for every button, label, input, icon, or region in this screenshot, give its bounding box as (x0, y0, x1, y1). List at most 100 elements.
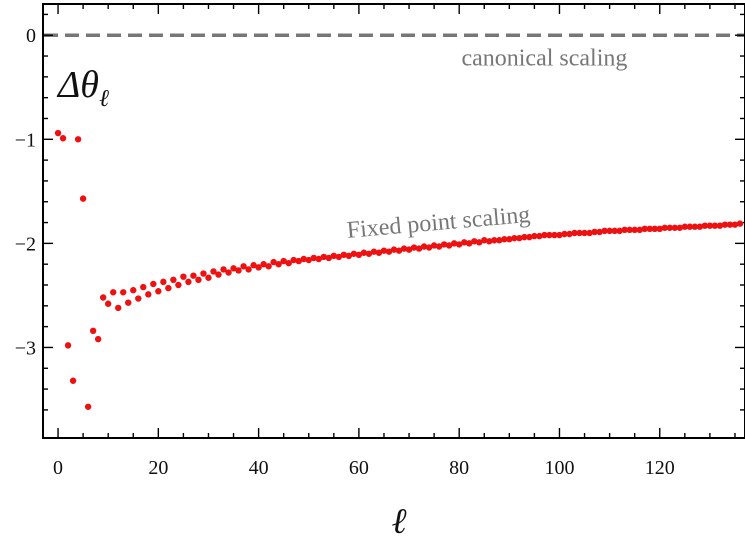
data-point (531, 232, 538, 240)
data-point (69, 377, 77, 384)
data-point (455, 241, 463, 248)
data-point (365, 250, 373, 257)
x-tick-label: 60 (349, 457, 369, 479)
data-point (240, 263, 247, 270)
data-point (676, 224, 684, 231)
data-point (661, 224, 668, 231)
data-point (330, 252, 338, 260)
data-point (476, 239, 483, 246)
data-point (671, 224, 678, 231)
data-point (355, 251, 363, 259)
data-point (501, 236, 508, 243)
data-point (551, 231, 558, 239)
data-point (245, 266, 252, 273)
data-point (616, 227, 623, 235)
data-point (511, 234, 518, 242)
data-point (571, 229, 578, 237)
data-point (190, 272, 197, 279)
data-point (64, 342, 72, 349)
data-point (596, 228, 603, 236)
y-tick-label: −2 (15, 233, 36, 255)
data-point (275, 260, 282, 268)
data-point (681, 223, 689, 230)
data-point (320, 253, 327, 261)
data-point (636, 226, 643, 234)
data-point (310, 254, 317, 262)
data-point (84, 403, 92, 410)
data-point (481, 237, 488, 244)
data-point (561, 230, 568, 238)
data-point (210, 268, 217, 275)
data-point (536, 232, 543, 240)
data-point (721, 221, 729, 228)
data-point (611, 227, 618, 235)
data-point (220, 266, 227, 273)
data-point (716, 222, 724, 229)
x-tick-label: 80 (449, 457, 469, 479)
data-point (425, 244, 433, 251)
data-point (79, 195, 87, 202)
data-point (601, 227, 608, 235)
data-point (360, 249, 368, 256)
data-point (195, 276, 202, 284)
y-tick-label: −3 (15, 337, 36, 359)
data-point (656, 225, 663, 233)
data-point (390, 246, 398, 253)
data-point (516, 234, 523, 242)
data-point (250, 262, 257, 269)
data-point (185, 278, 192, 286)
data-points (54, 129, 744, 410)
data-point (726, 221, 734, 228)
data-point (420, 243, 428, 250)
y-axis-label-main: Δθ (56, 64, 99, 106)
data-point (325, 254, 333, 262)
data-point (145, 291, 152, 298)
data-point (200, 270, 207, 277)
data-point (641, 225, 648, 233)
data-point (215, 271, 222, 278)
data-point (696, 223, 704, 230)
data-point (140, 283, 147, 291)
data-point (651, 225, 658, 233)
data-point (621, 226, 628, 234)
data-point (370, 248, 378, 255)
plot-frame (42, 3, 745, 439)
data-point (315, 255, 322, 263)
data-point (59, 135, 67, 142)
data-point (135, 295, 142, 302)
data-point (566, 230, 573, 238)
data-point (375, 249, 383, 256)
data-point (265, 263, 272, 270)
y-tick-label: −1 (15, 129, 36, 151)
data-point (300, 255, 307, 263)
y-tick-labels: 0 −1 −2 −3 (15, 25, 36, 359)
data-point (285, 259, 292, 267)
data-point (89, 327, 97, 335)
x-tick-labels: 0 20 40 60 80 100 120 (53, 457, 675, 479)
y-axis-label-subscript: ℓ (99, 86, 109, 112)
data-point (150, 280, 157, 288)
data-point (99, 294, 107, 301)
data-point (430, 242, 438, 249)
annotation-canonical-scaling: canonical scaling (461, 45, 627, 71)
data-point (471, 238, 478, 245)
axis-ticks (43, 4, 745, 438)
data-point (466, 240, 473, 247)
data-point (290, 256, 297, 264)
x-tick-label: 120 (645, 457, 675, 479)
data-point (731, 221, 739, 228)
data-point (405, 246, 413, 253)
data-point (691, 223, 699, 230)
data-point (586, 229, 593, 237)
x-tick-label: 100 (544, 457, 574, 479)
data-point (230, 265, 237, 272)
data-point (410, 244, 418, 251)
data-point (631, 226, 638, 234)
data-point (521, 233, 528, 241)
data-point (546, 231, 553, 239)
data-point (445, 242, 453, 249)
data-point (255, 264, 262, 271)
data-point (646, 225, 653, 233)
